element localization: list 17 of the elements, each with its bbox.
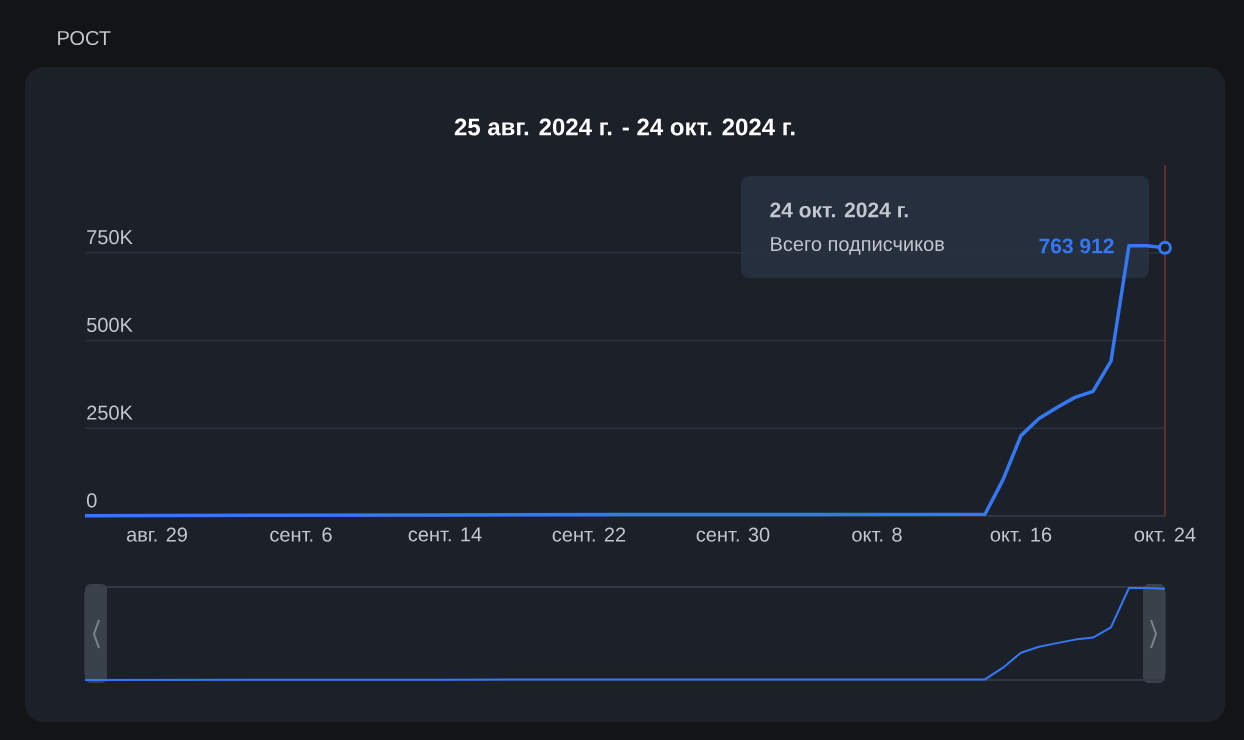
y-tick-label: 0 xyxy=(86,493,97,508)
chart-title: 25 авг. 2024 г. - 24 окт. 2024 г. xyxy=(454,118,795,136)
x-tick-label: авг. 29 xyxy=(126,527,187,542)
x-tick-label: сент. 6 xyxy=(270,527,332,542)
y-tick-label: 750K xyxy=(87,230,133,245)
x-tick-label: окт. 16 xyxy=(990,527,1052,542)
x-tick-label: сент. 14 xyxy=(408,527,482,542)
annotation: 763 912 xyxy=(1039,238,1114,254)
annotation: 24 окт. 2024 г. xyxy=(770,202,908,218)
x-tick-label: окт. 24 xyxy=(1134,527,1196,542)
text: РОСТ xyxy=(58,30,111,46)
y-tick-label: 250K xyxy=(87,405,133,420)
y-tick-label: 500K xyxy=(87,317,133,332)
annotation: Всего подписчиков xyxy=(771,237,944,255)
x-tick-label: окт. 8 xyxy=(852,527,902,542)
x-tick-label: сент. 22 xyxy=(552,527,626,542)
x-tick-label: сент. 30 xyxy=(696,527,770,542)
